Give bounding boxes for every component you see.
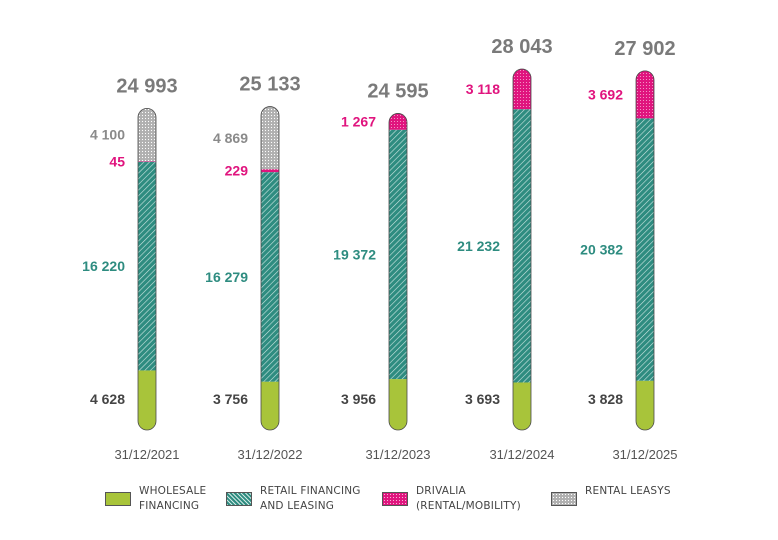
- bar-segment-retail: [513, 109, 531, 383]
- value-label-drivalia: 3 692: [588, 87, 623, 103]
- legend-label-leasys: RENTAL LEASYS: [585, 485, 671, 497]
- value-label-leasys: 4 100: [90, 127, 125, 143]
- bar-31/12/2025: [636, 70, 654, 430]
- value-label-drivalia: 1 267: [341, 114, 376, 130]
- value-label-retail: 16 279: [205, 269, 248, 285]
- legend-item-drivalia: DRIVALIA (RENTAL/MOBILITY): [382, 484, 521, 514]
- bar-31/12/2023: [389, 113, 407, 430]
- value-label-retail: 20 382: [580, 242, 623, 258]
- stacked-bar-chart: 4 628 16 220 45 4 100 24 993 31/12/2021 3 756 1…: [82, 36, 677, 462]
- x-tick-label: 31/12/2025: [612, 447, 677, 462]
- legend-label-wholesale: WHOLESALE FINANCING: [139, 485, 207, 512]
- total-label: 25 133: [239, 74, 300, 96]
- bar-segment-retail: [261, 172, 279, 382]
- bar-outline: [137, 107, 157, 431]
- value-label-leasys: 4 869: [213, 130, 248, 146]
- bar-segment-wholesale: [513, 382, 531, 430]
- bar-31/12/2021: [138, 108, 156, 430]
- bar-segment-wholesale: [261, 381, 279, 430]
- bar-segment-drivalia: [261, 169, 279, 173]
- value-label-retail: 21 232: [457, 238, 500, 254]
- bar-segment-wholesale: [138, 370, 156, 430]
- bar-outline: [388, 113, 408, 431]
- value-label-wholesale: 3 756: [213, 391, 248, 407]
- bar-outline: [635, 70, 655, 431]
- legend-item-retail: RETAIL FINANCING AND LEASING: [226, 484, 361, 514]
- value-label-retail: 16 220: [82, 258, 125, 274]
- value-label-wholesale: 3 693: [465, 391, 500, 407]
- x-tick-label: 31/12/2022: [237, 447, 302, 462]
- bar-segment-drivalia: [389, 113, 407, 130]
- x-tick-label: 31/12/2023: [365, 447, 430, 462]
- bar-segment-drivalia: [138, 161, 156, 162]
- legend-swatch-wholesale: [105, 492, 131, 506]
- legend: WHOLESALE FINANCING RETAIL FINANCING AND…: [0, 484, 778, 534]
- value-label-drivalia: 229: [225, 163, 249, 179]
- legend-item-wholesale: WHOLESALE FINANCING: [105, 484, 206, 514]
- total-label: 24 993: [116, 75, 177, 97]
- total-label: 24 595: [367, 80, 428, 102]
- x-tick-label: 31/12/2021: [114, 447, 179, 462]
- value-label-drivalia: 3 118: [466, 81, 500, 97]
- bar-outline: [260, 106, 280, 431]
- bar-segment-drivalia: [636, 70, 654, 119]
- bar-segment-retail: [636, 118, 654, 381]
- bar-segment-leasys: [138, 108, 156, 162]
- legend-swatch-retail: [226, 492, 252, 506]
- bar-31/12/2024: [513, 69, 531, 430]
- value-label-drivalia: 45: [109, 153, 125, 169]
- bar-segment-leasys: [261, 106, 279, 170]
- total-label: 28 043: [491, 36, 552, 58]
- legend-swatch-leasys: [551, 492, 577, 506]
- bar-31/12/2022: [261, 106, 279, 430]
- legend-item-leasys: RENTAL LEASYS: [551, 484, 671, 506]
- bar-outline: [512, 68, 532, 431]
- x-tick-label: 31/12/2024: [489, 447, 554, 462]
- bar-segment-retail: [389, 129, 407, 380]
- value-label-wholesale: 4 628: [90, 391, 125, 407]
- legend-label-drivalia: DRIVALIA (RENTAL/MOBILITY): [416, 485, 521, 512]
- value-label-retail: 19 372: [333, 246, 376, 262]
- bar-segment-wholesale: [389, 379, 407, 430]
- total-label: 27 902: [614, 38, 675, 60]
- legend-swatch-drivalia: [382, 492, 408, 506]
- bar-segment-drivalia: [513, 69, 531, 110]
- legend-label-retail: RETAIL FINANCING AND LEASING: [260, 485, 361, 512]
- value-label-wholesale: 3 956: [341, 391, 376, 407]
- value-label-wholesale: 3 828: [588, 391, 623, 407]
- bar-segment-wholesale: [636, 380, 654, 430]
- bar-segment-retail: [138, 161, 156, 371]
